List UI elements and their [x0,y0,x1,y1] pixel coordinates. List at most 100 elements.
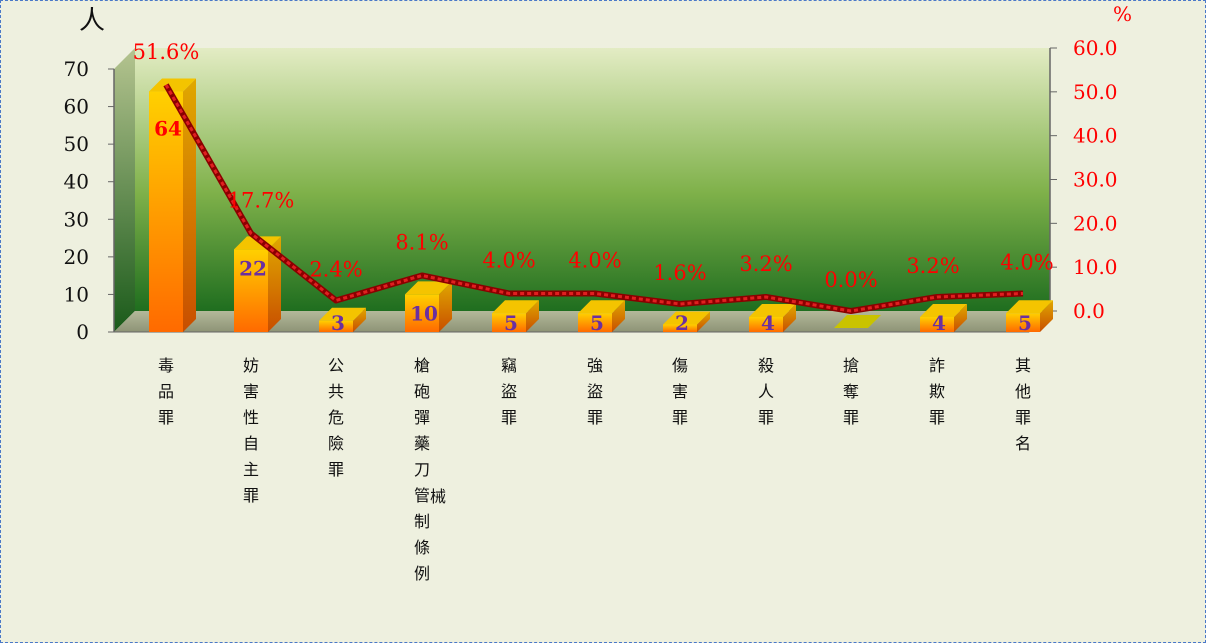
data-labels: 51.6% 17.7% 2.4% 8.1% 4.0% 4.0% 1.6% 3.2% 0.0% 3.… [133,40,1054,335]
category-label: 毒品罪 [157,356,174,427]
bar-front [749,316,783,332]
left-tick-label: 0 [76,320,89,344]
bar-side [439,281,452,332]
percent-label: 4.0% [482,248,535,272]
category-label: 強盜罪 [586,356,603,427]
percent-label: 2.4% [309,257,362,281]
percent-label: 8.1% [395,230,448,254]
bar-side [353,307,366,332]
bar-6 [663,311,710,332]
left-tick-label: 10 [64,282,89,306]
bar-4 [492,300,539,332]
bar-9 [920,303,967,332]
left-tick-label: 60 [64,95,89,119]
bar-top [492,300,539,314]
bar-top [319,307,366,321]
back-wall [135,48,1050,311]
bar-front [149,91,183,333]
right-tick-label: 20.0 [1073,211,1118,235]
bar-side [612,300,625,332]
category-label-continued: 械 [430,487,447,506]
bar-series [149,78,1053,333]
bar-value-label: 64 [154,117,182,141]
right-tick-label: 0.0 [1073,299,1105,323]
bar-7 [749,303,796,332]
bar-value-label: 2 [675,311,689,335]
category-label: 傷害罪 [671,356,688,427]
bar-front [319,320,353,332]
category-label: 槍砲彈藥刀管制條例 [413,356,430,583]
bar-front [920,316,954,332]
percent-label: 4.0% [568,248,621,272]
bar-side [783,303,796,332]
right-axis-ticks: 0.0 10.0 20.0 30.0 40.0 50.0 60.0 [1050,36,1118,323]
category-label: 竊盜罪 [500,356,517,427]
bar-side [697,311,710,332]
left-tick-label: 30 [64,207,89,231]
left-axis-title: 人 [79,6,105,36]
bar-top [578,300,625,314]
bar-front [405,294,439,332]
bar-1 [234,236,281,332]
bar-front [1006,313,1040,332]
percent-label: 4.0% [1000,250,1053,274]
bar-side [1040,300,1053,332]
left-tick-label: 50 [64,132,89,156]
bar-3 [405,281,452,332]
right-tick-label: 10.0 [1073,255,1118,279]
percent-label: 3.2% [906,254,959,278]
bar-side [526,300,539,332]
right-axis-title: % [1113,2,1132,26]
percent-line-series [163,83,1024,314]
bar-value-label: 3 [331,311,345,335]
bar-0 [149,78,196,333]
category-label: 其他罪名 [1014,356,1031,453]
side-wall [114,48,135,332]
left-tick-label: 40 [64,170,89,194]
bar-front [578,313,612,332]
percent-label: 3.2% [739,252,792,276]
percent-label: 17.7% [228,188,295,212]
bar-top [1006,300,1053,314]
category-label: 妨害性自主罪 [242,356,259,505]
bar-value-label: 4 [761,311,775,335]
bar-side [954,303,967,332]
percent-line-shadow [163,83,1024,314]
bar-value-label: 5 [590,311,604,335]
bar-top [663,311,710,325]
category-label: 詐欺罪 [928,356,945,427]
bar-value-label: 4 [932,311,946,335]
percent-label: 0.0% [824,268,877,292]
bar-top [149,78,196,92]
bar-front [234,249,268,332]
right-tick-label: 50.0 [1073,80,1118,104]
bar-5 [578,300,625,332]
right-tick-label: 30.0 [1073,168,1118,192]
right-tick-label: 40.0 [1073,124,1118,148]
left-tick-label: 70 [64,57,89,81]
category-label: 殺人罪 [757,356,774,427]
right-tick-label: 60.0 [1073,36,1118,60]
bar-front [492,313,526,332]
left-tick-label: 20 [64,245,89,269]
bar-side [268,236,281,332]
category-label: 搶奪罪 [842,356,859,427]
category-label: 公共危險罪 [327,356,344,479]
bar-10 [1006,300,1053,332]
bar-value-label: 22 [239,256,267,280]
bar-2 [319,307,366,332]
percent-label: 51.6% [133,40,200,64]
bar-value-label: 5 [504,311,518,335]
bar-value-label: 5 [1018,311,1032,335]
bar-top [920,303,967,317]
bar-8 [834,315,881,328]
bar-top [749,303,796,317]
percent-label: 1.6% [653,261,706,285]
bar-top [834,315,881,328]
bar-top [405,281,452,295]
bar-value-label: 10 [410,301,438,325]
left-axis-ticks: 0 10 20 30 40 50 60 70 [64,57,114,344]
bar-side [183,78,196,333]
